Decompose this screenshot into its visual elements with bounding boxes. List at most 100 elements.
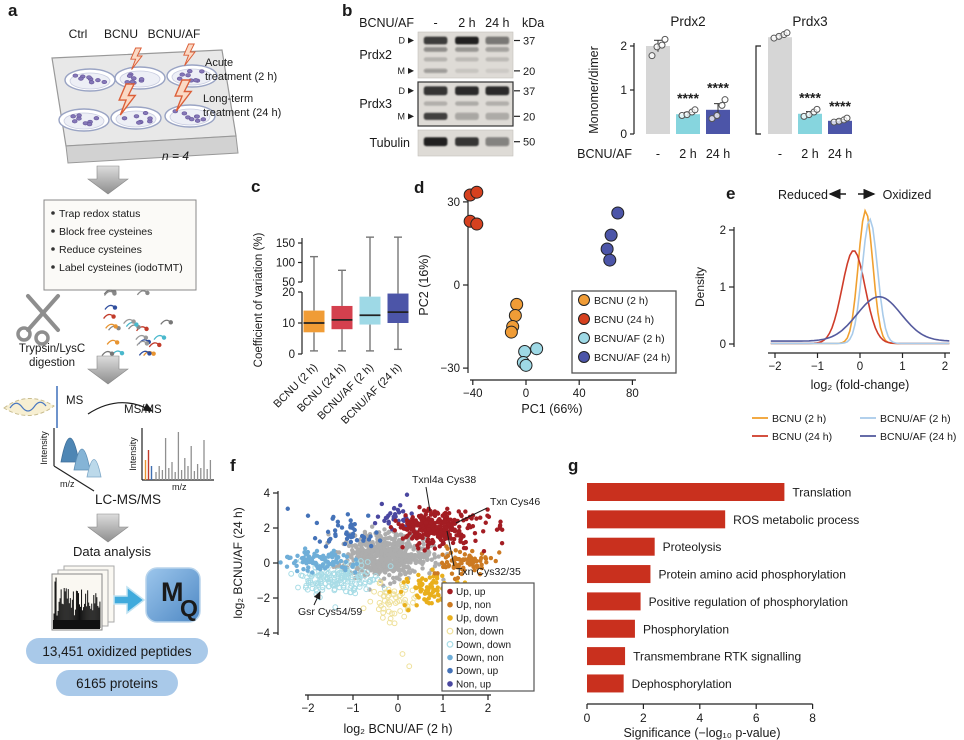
- scatter-point: [406, 526, 411, 531]
- scatter-point: [310, 570, 315, 575]
- scatter-point: [360, 605, 367, 612]
- cell-blob: [199, 69, 205, 74]
- scatter-point: [403, 534, 409, 540]
- scatter-point: [387, 615, 394, 622]
- blot-band-mark: M: [398, 111, 406, 121]
- cell-blob: [131, 76, 137, 81]
- y-tick-label: 2: [620, 39, 627, 53]
- pca-point: [508, 308, 522, 322]
- y-tick-label: 100: [276, 258, 295, 270]
- legend-entry: Up, up: [456, 587, 486, 598]
- peptide-tag: [111, 314, 116, 319]
- scatter-point: [398, 589, 404, 595]
- scatter-point: [410, 568, 415, 573]
- peptide-tag: [119, 350, 125, 356]
- scatter-point: [344, 536, 350, 541]
- scatter-point: [349, 548, 355, 553]
- scatter-point: [332, 552, 338, 557]
- bullet-icon: [51, 211, 55, 215]
- reduced-label: Reduced: [778, 188, 828, 202]
- scatter-point: [356, 576, 363, 583]
- scatter-point: [444, 559, 450, 565]
- x-tick-label: -: [656, 147, 660, 161]
- scatter-point: [334, 556, 339, 562]
- scatter-point: [409, 587, 416, 594]
- n-equals-label: n = 4: [162, 149, 189, 163]
- scatter-point: [419, 552, 424, 557]
- scatter-point: [484, 560, 489, 565]
- legend-marker: [578, 332, 590, 344]
- scatter-point: [336, 550, 342, 555]
- scatter-point: [400, 536, 405, 541]
- blot-band: [455, 112, 479, 120]
- scatter-point: [414, 553, 419, 559]
- go-bar: [587, 674, 624, 693]
- cell-blob: [88, 80, 95, 85]
- blot-band: [423, 101, 448, 106]
- cell-blob: [185, 73, 191, 78]
- scatter-point: [417, 540, 422, 546]
- scatter-point: [427, 575, 433, 580]
- scatter-point: [428, 530, 433, 535]
- scatter-point: [376, 580, 383, 587]
- go-bar: [587, 537, 655, 556]
- go-bar: [587, 619, 635, 638]
- scatter-point: [325, 529, 331, 535]
- scatter-point: [303, 552, 309, 557]
- y-tick-label: 50: [282, 277, 295, 289]
- scatter-point: [348, 518, 353, 523]
- scatter-point: [486, 514, 492, 520]
- scatter-point: [374, 547, 380, 552]
- mq-letter-m: M: [161, 577, 184, 607]
- monomer-dimer-axis-label: Monomer/dimer: [587, 46, 601, 134]
- scatter-point: [312, 536, 318, 541]
- scatter-point: [466, 556, 472, 561]
- scatter-point: [339, 525, 345, 530]
- replicate-dot: [718, 101, 726, 109]
- scatter-point: [386, 547, 391, 552]
- blot-lane-header: -: [433, 16, 437, 30]
- blot-band-mark: D: [399, 86, 406, 96]
- scatter-point: [340, 582, 347, 589]
- scatter-point: [443, 525, 449, 530]
- pca-point: [611, 206, 625, 220]
- blot-band: [455, 68, 479, 73]
- scatter-point: [370, 548, 375, 553]
- scatter-point: [444, 544, 449, 549]
- scatter-point: [386, 521, 391, 526]
- plate-col-label-bcnu: BCNU: [104, 27, 138, 41]
- scatter-point: [497, 524, 503, 529]
- scatter-point: [424, 585, 430, 590]
- blot-band: [485, 101, 510, 106]
- scatter-point: [342, 541, 348, 547]
- scatter-point: [341, 552, 346, 558]
- blot-mw-label: 37: [523, 86, 535, 98]
- scatter-point: [440, 552, 445, 557]
- scatter-point: [436, 593, 441, 598]
- scatter-point: [473, 538, 478, 544]
- scatter-point: [426, 527, 431, 532]
- significance-stars: ****: [799, 89, 821, 105]
- blot-band: [423, 57, 448, 62]
- blot-mw-label: 20: [523, 111, 535, 123]
- protocol-bullet-4: Label cysteines (iodoTMT): [59, 262, 183, 274]
- scatter-point: [295, 584, 301, 591]
- scatter-point: [318, 572, 325, 579]
- scatter-point: [431, 578, 436, 584]
- density-curve: [770, 208, 950, 345]
- scatter-point: [402, 596, 409, 603]
- scatter-point: [325, 559, 331, 565]
- scatter-point: [363, 548, 368, 554]
- scatter-point: [326, 583, 333, 590]
- scatter-point: [411, 524, 416, 530]
- blot-band-mark: M: [398, 66, 406, 76]
- x-tick-label: −2: [768, 361, 781, 373]
- scatter-point: [389, 536, 394, 542]
- pca-point: [470, 217, 484, 231]
- legend-marker: [447, 601, 453, 608]
- panel-f-label: f: [230, 456, 236, 475]
- cell-blob: [179, 72, 185, 77]
- scatter-point: [356, 580, 363, 587]
- scatter-point: [372, 521, 378, 526]
- scatter-point: [371, 563, 376, 568]
